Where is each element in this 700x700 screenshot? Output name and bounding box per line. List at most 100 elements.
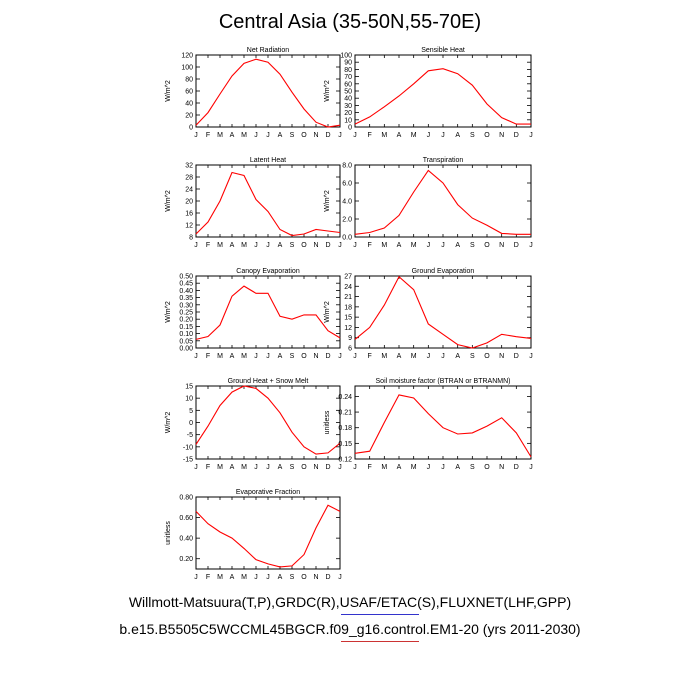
footer-link-mark bbox=[341, 614, 419, 615]
x-tick-label: J bbox=[353, 464, 357, 471]
x-tick-label: S bbox=[290, 132, 295, 139]
y-tick-label: 0.21 bbox=[338, 410, 352, 417]
y-tick-label: 8.0 bbox=[342, 163, 352, 170]
x-tick-label: M bbox=[241, 132, 247, 139]
x-tick-label: J bbox=[266, 464, 270, 471]
x-tick-label: D bbox=[325, 242, 330, 249]
series-line bbox=[195, 504, 341, 568]
x-tick-label: D bbox=[514, 132, 519, 139]
y-tick-label: 0.24 bbox=[338, 394, 352, 401]
x-tick-label: S bbox=[470, 132, 475, 139]
x-tick-label: J bbox=[266, 353, 270, 360]
y-tick-label: 20 bbox=[185, 199, 193, 206]
y-tick-label: 50 bbox=[344, 89, 352, 96]
x-tick-label: J bbox=[427, 464, 431, 471]
y-tick-label: 0.0 bbox=[342, 235, 352, 242]
x-tick-label: J bbox=[353, 242, 357, 249]
y-tick-label: 0.20 bbox=[179, 556, 193, 563]
y-tick-label: 0.50 bbox=[179, 274, 193, 281]
plot-frame bbox=[354, 385, 532, 460]
x-tick-label: M bbox=[411, 464, 417, 471]
x-tick-label: J bbox=[441, 353, 445, 360]
x-tick-label: M bbox=[241, 353, 247, 360]
x-tick-label: J bbox=[254, 132, 258, 139]
y-tick-label: 0 bbox=[189, 125, 193, 132]
panel-title: Net Radiation bbox=[247, 47, 290, 54]
x-tick-label: D bbox=[514, 353, 519, 360]
x-tick-label: A bbox=[230, 574, 235, 581]
x-tick-label: F bbox=[368, 132, 372, 139]
y-tick-label: 32 bbox=[185, 163, 193, 170]
y-tick-label: 10 bbox=[344, 117, 352, 124]
x-tick-label: J bbox=[194, 353, 198, 360]
x-tick-label: O bbox=[301, 353, 307, 360]
y-tick-label: 9 bbox=[348, 335, 352, 342]
x-tick-label: M bbox=[411, 353, 417, 360]
x-tick-label: J bbox=[529, 132, 533, 139]
y-tick-label: 0.30 bbox=[179, 302, 193, 309]
y-tick-label: 0 bbox=[348, 125, 352, 132]
y-tick-label: 40 bbox=[344, 96, 352, 103]
x-tick-label: S bbox=[470, 353, 475, 360]
plot-frame bbox=[354, 164, 532, 238]
x-tick-label: J bbox=[194, 242, 198, 249]
y-tick-label: 0.15 bbox=[179, 324, 193, 331]
x-tick-label: S bbox=[290, 464, 295, 471]
x-tick-label: J bbox=[427, 242, 431, 249]
x-tick-label: J bbox=[266, 574, 270, 581]
y-tick-label: 0.18 bbox=[338, 425, 352, 432]
data-sources-line: Willmott-Matsuura(T,P),GRDC(R),USAF/ETAC… bbox=[128, 594, 572, 610]
x-tick-label: F bbox=[206, 574, 210, 581]
y-tick-label: 16 bbox=[185, 211, 193, 218]
y-axis-label: W/m^2 bbox=[324, 80, 331, 102]
y-tick-label: 100 bbox=[340, 53, 352, 60]
x-tick-label: O bbox=[301, 242, 307, 249]
y-tick-label: 2.0 bbox=[342, 217, 352, 224]
x-tick-label: N bbox=[499, 132, 504, 139]
x-tick-label: J bbox=[441, 242, 445, 249]
x-tick-label: N bbox=[499, 242, 504, 249]
y-tick-label: 60 bbox=[344, 81, 352, 88]
plot-frame bbox=[195, 164, 341, 238]
x-tick-label: O bbox=[484, 242, 490, 249]
y-tick-label: 12 bbox=[185, 223, 193, 230]
x-tick-label: J bbox=[529, 242, 533, 249]
x-tick-label: M bbox=[217, 353, 223, 360]
y-tick-label: 4.0 bbox=[342, 199, 352, 206]
y-tick-label: 18 bbox=[344, 304, 352, 311]
y-tick-label: 120 bbox=[181, 53, 193, 60]
chart-panel: Soil moisture factor (BTRAN or BTRANMN) u… bbox=[324, 378, 533, 471]
y-tick-label: 0.00 bbox=[179, 346, 193, 353]
x-tick-label: S bbox=[470, 464, 475, 471]
x-tick-label: A bbox=[455, 242, 460, 249]
panel-title: Transpiration bbox=[423, 157, 464, 164]
x-tick-label: N bbox=[499, 353, 504, 360]
y-tick-label: 0.25 bbox=[179, 310, 193, 317]
x-tick-label: A bbox=[397, 353, 402, 360]
footer-link-mark bbox=[341, 641, 419, 642]
x-tick-label: S bbox=[290, 242, 295, 249]
y-tick-label: 60 bbox=[185, 89, 193, 96]
x-tick-label: J bbox=[353, 353, 357, 360]
y-tick-label: 0.20 bbox=[179, 317, 193, 324]
x-tick-label: J bbox=[254, 353, 258, 360]
x-tick-label: M bbox=[217, 242, 223, 249]
y-tick-label: 80 bbox=[185, 77, 193, 84]
panel-title: Canopy Evaporation bbox=[236, 268, 300, 275]
x-tick-label: M bbox=[381, 464, 387, 471]
x-tick-label: N bbox=[313, 242, 318, 249]
x-tick-label: S bbox=[290, 353, 295, 360]
y-axis-label: W/m^2 bbox=[165, 412, 172, 434]
x-tick-label: J bbox=[441, 464, 445, 471]
y-tick-label: 21 bbox=[344, 294, 352, 301]
series-line bbox=[195, 171, 341, 237]
series-line bbox=[195, 385, 341, 455]
x-tick-label: M bbox=[381, 132, 387, 139]
y-tick-label: -10 bbox=[183, 444, 193, 451]
plot-frame bbox=[195, 385, 341, 460]
y-tick-label: 80 bbox=[344, 67, 352, 74]
y-tick-label: 0.12 bbox=[338, 457, 352, 464]
